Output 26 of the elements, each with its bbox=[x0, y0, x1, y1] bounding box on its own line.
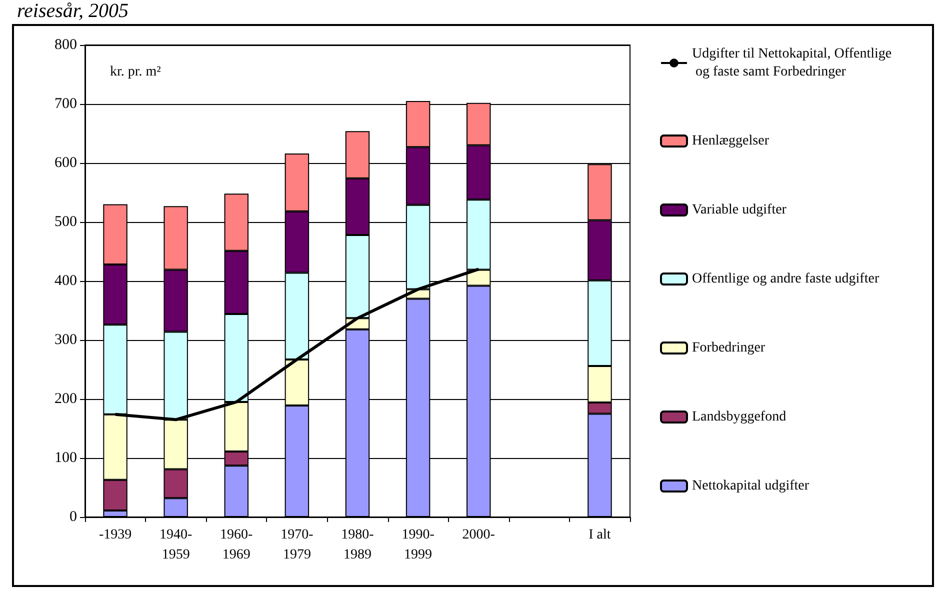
x-tick-label: 1940- 1959 bbox=[159, 528, 192, 562]
x-tick-label: I alt bbox=[588, 528, 611, 542]
x-tick-label: 1970- 1979 bbox=[280, 528, 314, 562]
x-tick-label: 1960- 1969 bbox=[220, 528, 254, 562]
legend-label: Forbedringer bbox=[692, 340, 766, 356]
legend-label: Variable udgifter bbox=[692, 202, 787, 218]
legend-label: Landsbyggefond bbox=[692, 410, 786, 424]
y-tick-label: 0 bbox=[70, 509, 77, 525]
x-tick-label: -1939 bbox=[98, 528, 132, 542]
y-tick-label: 500 bbox=[54, 214, 77, 230]
y-tick-label: 400 bbox=[54, 273, 77, 289]
y-tick-label: 700 bbox=[54, 96, 77, 112]
x-tick-label: 2000- bbox=[462, 528, 496, 542]
y-tick-label: 200 bbox=[54, 391, 77, 407]
y-tick-label: 300 bbox=[54, 332, 77, 348]
y-tick-label: 600 bbox=[54, 155, 77, 171]
legend-label: Offentlige og andre faste udgifter bbox=[692, 272, 880, 286]
legend-label: Nettokapital udgifter bbox=[692, 478, 810, 494]
x-tick-label: 1990- 1999 bbox=[402, 528, 435, 562]
y-tick-label: 100 bbox=[54, 450, 77, 466]
chart-title: reisesår, 2005 bbox=[17, 0, 128, 22]
y-tick-label: 800 bbox=[54, 37, 77, 53]
legend-label: Henlæggelser bbox=[692, 134, 770, 148]
legend-label: Udgifter til Nettokapital, Offentlige og faste samt Forbedringer bbox=[692, 46, 892, 80]
x-tick-label: 1980- 1989 bbox=[341, 528, 374, 562]
y-axis-title: kr. pr. m² bbox=[110, 64, 161, 80]
